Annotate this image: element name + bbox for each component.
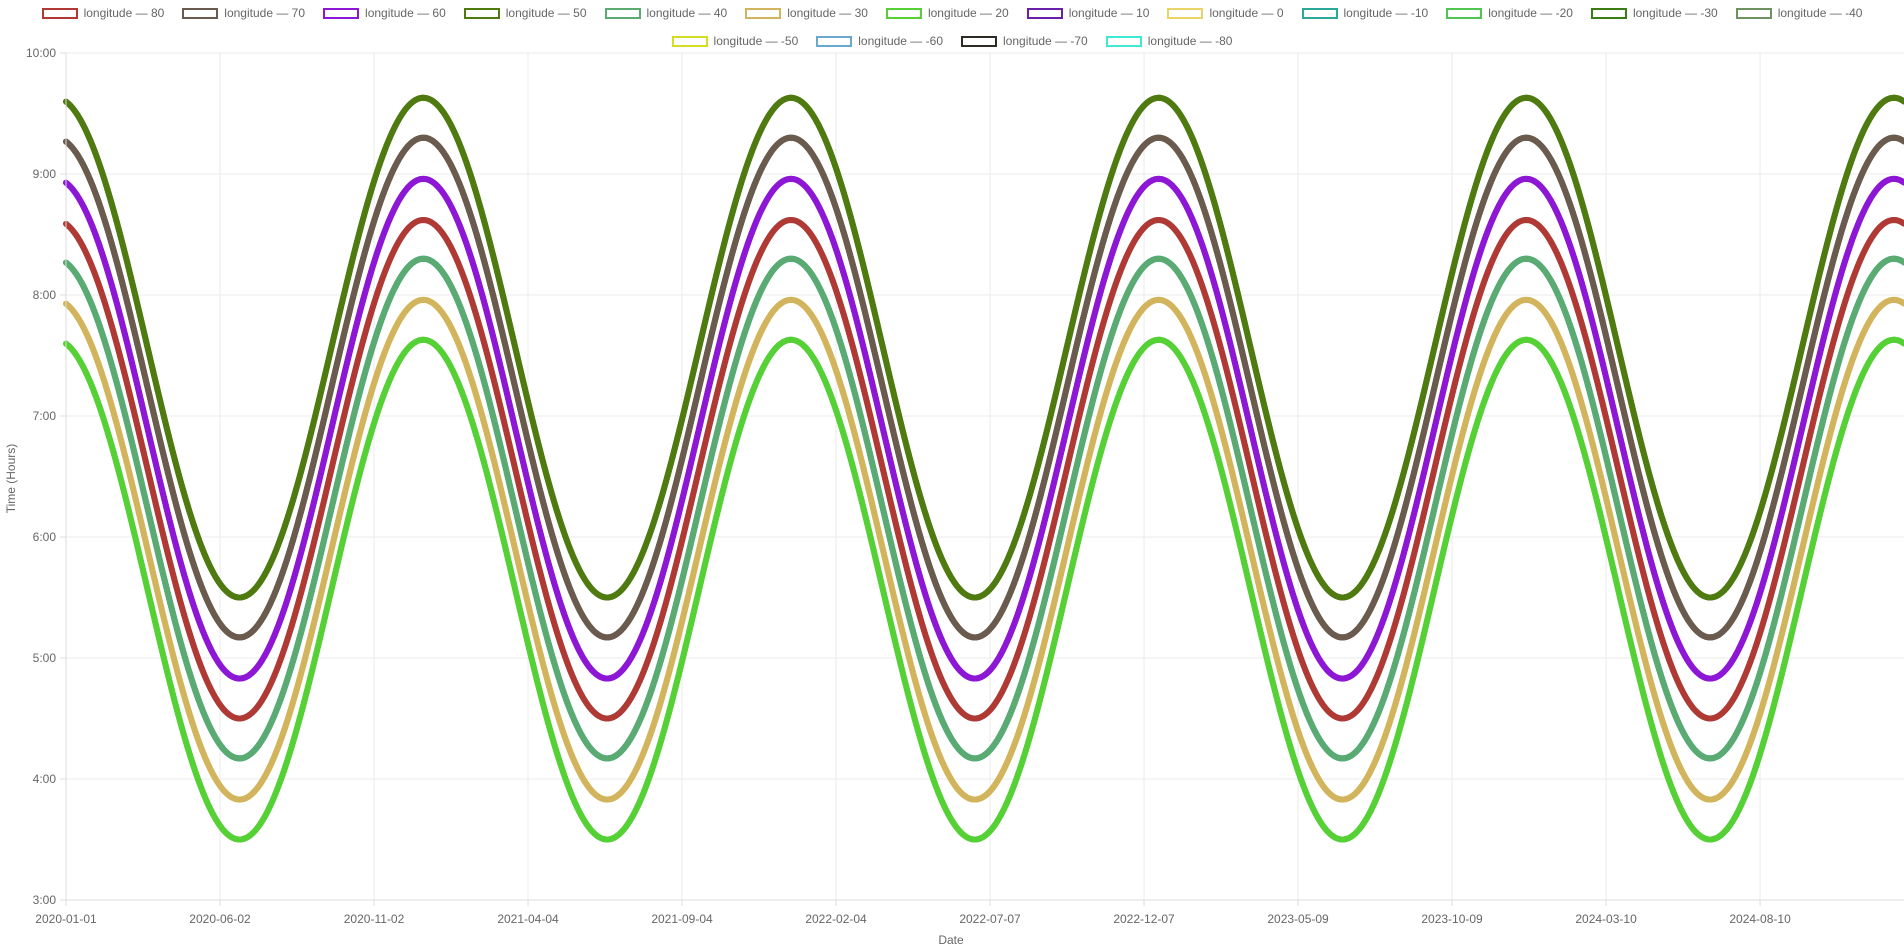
legend-swatch <box>1590 7 1627 19</box>
y-tick-label: 6:00 <box>33 530 57 544</box>
legend-label: longitude — 20 <box>927 6 1009 20</box>
legend-item[interactable]: longitude — -10 <box>1301 5 1429 21</box>
legend-swatch <box>182 7 219 19</box>
legend-swatch <box>816 35 853 47</box>
legend-swatch <box>604 7 641 19</box>
x-tick-label: 2021-04-04 <box>497 912 559 926</box>
legend-swatch <box>961 35 997 47</box>
legend-item[interactable]: longitude — 60 <box>323 5 446 21</box>
legend-swatch <box>41 7 78 19</box>
legend-item[interactable]: longitude — 20 <box>885 5 1009 21</box>
x-tick-label: 2020-06-02 <box>189 912 251 926</box>
y-tick-label: 10:00 <box>26 46 56 60</box>
legend-swatch <box>1301 7 1338 19</box>
grid-lines <box>65 52 1904 901</box>
chart-legend: longitude — 80 longitude — 70 longitude — … <box>0 5 1904 49</box>
legend-label: longitude — 0 <box>1209 6 1284 20</box>
series-line <box>63 336 1904 843</box>
legend-item[interactable]: longitude — 10 <box>1026 5 1150 21</box>
legend-label: longitude — -20 <box>1488 6 1573 20</box>
legend-item[interactable]: longitude — -80 <box>1105 33 1233 49</box>
legend-label: longitude — 60 <box>365 6 446 20</box>
legend-label: longitude — 40 <box>646 6 728 20</box>
x-tick-label: 2023-05-09 <box>1267 912 1329 926</box>
legend-label: longitude — 30 <box>787 6 868 20</box>
legend-item[interactable]: longitude — 0 <box>1167 5 1284 21</box>
legend-label: longitude — 70 <box>224 6 306 20</box>
legend-label: longitude — -30 <box>1632 6 1718 20</box>
series-line <box>63 134 1904 641</box>
legend-item[interactable]: longitude — -50 <box>671 33 799 49</box>
y-tick-label: 5:00 <box>33 651 57 665</box>
legend-item[interactable]: longitude — -60 <box>816 33 943 49</box>
x-tick-label: 2024-08-10 <box>1729 912 1791 926</box>
series-line <box>63 216 1904 722</box>
y-tick-label: 4:00 <box>33 772 57 786</box>
legend-label: longitude — -70 <box>1003 34 1088 48</box>
x-tick-label: 2023-10-09 <box>1421 912 1483 926</box>
legend-swatch <box>1735 7 1772 19</box>
x-tick-label: 2021-09-04 <box>651 912 713 926</box>
y-axis-title: Time (Hours) <box>4 444 18 514</box>
legend-item[interactable]: longitude — -40 <box>1735 5 1863 21</box>
series-lines <box>63 94 1904 843</box>
legend-item[interactable]: longitude — 70 <box>182 5 305 21</box>
legend-label: longitude — -10 <box>1343 6 1429 20</box>
legend-item[interactable]: longitude — 40 <box>604 5 728 21</box>
legend-item[interactable]: longitude — 30 <box>745 5 868 21</box>
legend-swatch <box>1026 7 1063 19</box>
y-tick-label: 3:00 <box>33 893 57 907</box>
legend-item[interactable]: longitude — 50 <box>463 5 587 21</box>
x-tick-label: 2022-02-04 <box>805 912 867 926</box>
legend-item[interactable]: longitude — -30 <box>1590 5 1718 21</box>
legend-swatch <box>1105 35 1142 47</box>
x-axis-title: Date <box>938 933 964 947</box>
x-tick-label: 2024-03-10 <box>1575 912 1637 926</box>
x-tick-label: 2020-01-01 <box>35 912 97 926</box>
x-tick-label: 2022-07-07 <box>959 912 1021 926</box>
series-line <box>63 255 1904 762</box>
x-tick-label: 2020-11-02 <box>344 912 405 926</box>
legend-label: longitude — -50 <box>713 34 799 48</box>
y-tick-label: 9:00 <box>33 167 57 181</box>
series-line <box>63 175 1904 682</box>
legend-label: longitude — 10 <box>1068 6 1150 20</box>
axes: 3:00 4:00 5:00 6:00 7:00 8:00 9:00 10:00 2020-01… <box>4 46 1904 947</box>
legend-swatch <box>671 35 708 47</box>
legend-item[interactable]: longitude — -20 <box>1446 5 1573 21</box>
legend-label: longitude — 80 <box>83 6 165 20</box>
legend-item[interactable]: longitude — 80 <box>41 5 165 21</box>
legend-swatch <box>1167 7 1204 19</box>
legend-label: longitude — -40 <box>1777 6 1863 20</box>
legend-label: longitude — -60 <box>858 34 943 48</box>
y-tick-label: 7:00 <box>33 409 57 423</box>
legend-swatch <box>745 7 782 19</box>
legend-swatch <box>323 7 360 19</box>
series-line <box>63 296 1904 803</box>
y-tick-label: 8:00 <box>33 288 57 302</box>
legend-swatch <box>463 7 500 19</box>
legend-label: longitude — 50 <box>505 6 587 20</box>
series-line <box>63 94 1904 601</box>
legend-label: longitude — -80 <box>1147 34 1233 48</box>
legend-swatch <box>1446 7 1483 19</box>
legend-swatch <box>885 7 922 19</box>
legend-item[interactable]: longitude — -70 <box>961 33 1088 49</box>
x-tick-label: 2022-12-07 <box>1113 912 1175 926</box>
